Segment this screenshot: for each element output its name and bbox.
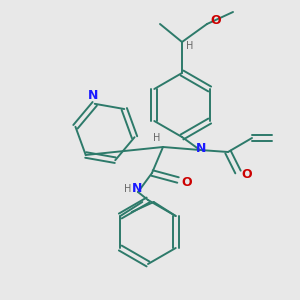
- Text: O: O: [211, 14, 221, 26]
- Text: N: N: [88, 89, 98, 102]
- Text: O: O: [242, 169, 252, 182]
- Text: H: H: [124, 184, 132, 194]
- Text: O: O: [182, 176, 192, 188]
- Text: N: N: [196, 142, 206, 154]
- Text: H: H: [186, 41, 194, 51]
- Text: H: H: [153, 133, 161, 143]
- Text: N: N: [132, 182, 142, 196]
